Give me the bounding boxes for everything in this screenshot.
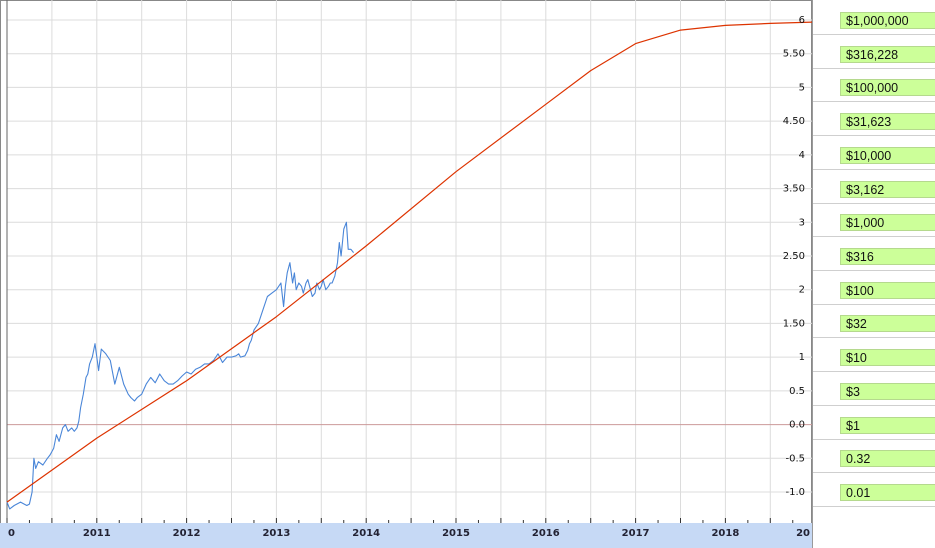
row-divider bbox=[813, 203, 935, 204]
row-divider bbox=[813, 439, 935, 440]
row-divider bbox=[813, 405, 935, 406]
price-label: $10 bbox=[840, 349, 935, 366]
row-divider bbox=[813, 472, 935, 473]
x-axis: 0 2011 2012 2013 2014 2015 2016 2017 2018 20 bbox=[0, 518, 812, 548]
plot-frame bbox=[0, 0, 812, 548]
y-tick-label: 6 bbox=[799, 15, 805, 26]
y-tick-label: 1.50 bbox=[783, 318, 805, 329]
y-tick-label: 2.50 bbox=[783, 251, 805, 262]
price-label: $10,000 bbox=[840, 147, 935, 164]
chart-area: 0 2011 2012 2013 2014 2015 2016 2017 2018 20 6 5.5… bbox=[0, 0, 812, 548]
price-label: $100,000 bbox=[840, 79, 935, 96]
y-axis-labels: 6 5.50 5 4.50 4 3.50 3 2.50 2 1.50 1 0.5 0.0 -0.5 -1.0 bbox=[783, 15, 805, 498]
series bbox=[6, 21, 812, 510]
x-tick-label: 2014 bbox=[352, 528, 380, 539]
x-axis-band bbox=[0, 523, 812, 548]
row-divider bbox=[813, 169, 935, 170]
x-tick-label: 20 bbox=[796, 528, 810, 539]
price-label: $3 bbox=[840, 383, 935, 400]
price-series-line bbox=[6, 221, 355, 510]
y-tick-label: 5.50 bbox=[783, 49, 805, 60]
x-tick-label: 2015 bbox=[442, 528, 470, 539]
x-tick-label: 2013 bbox=[262, 528, 290, 539]
y-tick-label: 4.50 bbox=[783, 116, 805, 127]
y-tick-label: 3 bbox=[799, 217, 805, 228]
trend-series-line bbox=[6, 21, 812, 503]
row-divider bbox=[813, 101, 935, 102]
x-tick-label: 2018 bbox=[711, 528, 739, 539]
chart-svg: 0 2011 2012 2013 2014 2015 2016 2017 2018 20 6 5.5… bbox=[0, 0, 812, 548]
y-tick-label: 1 bbox=[799, 352, 805, 363]
row-divider bbox=[813, 68, 935, 69]
price-label: $1,000 bbox=[840, 214, 935, 231]
y-tick-label: -0.5 bbox=[785, 453, 805, 464]
x-tick-label: 2011 bbox=[83, 528, 111, 539]
row-divider bbox=[813, 371, 935, 372]
price-label: $1 bbox=[840, 417, 935, 434]
y-tick-label: 4 bbox=[799, 150, 805, 161]
price-label: $1,000,000 bbox=[840, 12, 935, 29]
price-column: $1,000,000 $316,228 $100,000 $31,623 $10,000… bbox=[812, 0, 935, 548]
y-tick-label: -1.0 bbox=[785, 487, 805, 498]
row-divider bbox=[813, 135, 935, 136]
y-tick-label: 3.50 bbox=[783, 184, 805, 195]
x-tick-label: 0 bbox=[8, 528, 15, 539]
price-label: $31,623 bbox=[840, 113, 935, 130]
price-label: $100 bbox=[840, 282, 935, 299]
price-label: $3,162 bbox=[840, 181, 935, 198]
y-tick-label: 0.0 bbox=[789, 420, 805, 431]
y-tick-label: 5 bbox=[799, 82, 805, 93]
row-divider bbox=[813, 337, 935, 338]
x-tick-label: 2012 bbox=[173, 528, 201, 539]
x-tick-label: 2016 bbox=[532, 528, 560, 539]
y-tick-label: 0.5 bbox=[789, 386, 805, 397]
row-divider bbox=[813, 506, 935, 507]
row-divider bbox=[813, 270, 935, 271]
row-divider bbox=[813, 304, 935, 305]
row-divider bbox=[813, 34, 935, 35]
price-label: $316,228 bbox=[840, 46, 935, 63]
x-tick-label: 2017 bbox=[622, 528, 650, 539]
price-label: $32 bbox=[840, 315, 935, 332]
y-tick-label: 2 bbox=[799, 285, 805, 296]
price-label: 0.32 bbox=[840, 450, 935, 467]
price-label: $316 bbox=[840, 248, 935, 265]
grid bbox=[0, 0, 812, 548]
price-label: 0.01 bbox=[840, 484, 935, 501]
row-divider bbox=[813, 236, 935, 237]
